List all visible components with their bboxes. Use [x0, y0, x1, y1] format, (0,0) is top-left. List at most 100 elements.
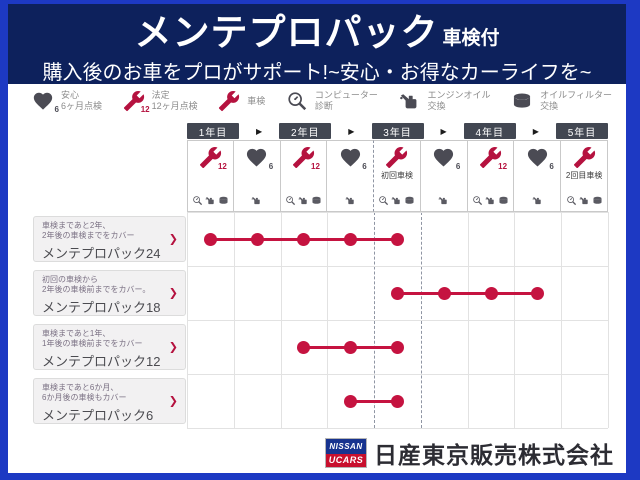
chevron-right-icon: ❯: [168, 341, 178, 354]
grid-hline: [187, 212, 608, 213]
coverage-line: [397, 291, 538, 295]
coverage-dot: [484, 286, 498, 300]
timeline-column-header: 12: [187, 140, 234, 212]
included-service-icons: [472, 195, 509, 206]
plan-name: メンテプロパック18: [42, 299, 161, 315]
oilcan-icon: [205, 195, 216, 206]
plan-description: 車検まであと2年、: [42, 221, 111, 230]
plan-card[interactable]: 車検まであと6か月、 6か月後の車検もカバーメンテプロパック6 ❯: [33, 378, 186, 424]
year-label: 1年目: [187, 123, 239, 139]
plan-description: 6か月後の車検もカバー: [42, 393, 127, 403]
wrench-icon: 12: [479, 146, 507, 171]
included-service-icons: [285, 195, 322, 206]
plan-description: 車検まであと6か月、: [42, 383, 119, 392]
legend-item: 6 安心 6ヶ月点検: [32, 90, 103, 114]
plan-name: メンテプロパック24: [42, 245, 161, 261]
legend-item-label: 車検: [247, 95, 266, 106]
header-banner: メンテプロパック 車検付 購入後のお車をプロがサポート!~安心・お得なカーライフ…: [8, 4, 626, 84]
coverage-row: [187, 266, 608, 320]
coverage-dot: [297, 340, 311, 354]
year-arrow-icon: ▶: [256, 126, 263, 136]
coverage-dot: [344, 340, 358, 354]
wrench-icon: [385, 146, 408, 169]
year-label: 2年目: [279, 123, 332, 139]
icon-badge: 12: [217, 162, 227, 171]
filter-icon: [218, 195, 229, 206]
legend-item: 12 法定 12ヶ月点検: [123, 90, 198, 114]
grid-hline: [187, 374, 608, 375]
legend-item-label: エンジンオイル 交換: [427, 90, 491, 112]
year-arrow-icon: ▶: [532, 126, 539, 136]
oilcan-icon: [298, 195, 309, 206]
filter-icon: [404, 195, 415, 206]
coverage-dot: [250, 232, 264, 246]
diagnosis-icon: [566, 195, 577, 206]
icon-badge: 6: [549, 162, 554, 171]
column-header-row: 12 6 12 6 初回車検 6 12 6 2回目車検: [187, 140, 608, 212]
plan-name: メンテプロパック12: [42, 353, 161, 369]
diagnosis-icon: [286, 90, 308, 112]
coverage-dot: [344, 394, 358, 408]
timeline-column-header: 6: [513, 140, 562, 212]
oilcan-icon: [579, 195, 590, 206]
heart-icon: 6: [432, 146, 460, 171]
chevron-right-icon: ❯: [168, 395, 178, 408]
plan-card[interactable]: 車検まであと2年、 2年後の車検までをカバーメンテプロパック24 ❯: [33, 216, 186, 262]
plan-description: 1年後の車検前までをカバー: [42, 339, 143, 349]
coverage-dot: [203, 232, 217, 246]
plan-card[interactable]: 初回の車検から 2年後の車検前までをカバー。 メンテプロパック18 ❯: [33, 270, 186, 316]
oilcan-icon: [438, 195, 449, 206]
wrench-icon: [218, 90, 240, 112]
inspection-label: 初回車検: [380, 171, 413, 180]
wrench-icon: 12: [199, 146, 227, 171]
service-legend: 6 安心 6ヶ月点検 12 法定 12ヶ月点検 車検 コンピューター 診断 エンジンオイル 交換 オイ…: [32, 90, 612, 114]
wrench-icon: 12: [123, 90, 150, 114]
filter-icon: [498, 195, 509, 206]
heart-icon: 6: [32, 90, 59, 114]
chevron-right-icon: ❯: [168, 233, 178, 246]
legend-item-label: コンピューター 診断: [314, 90, 378, 112]
plan-description: 2年後の車検前までをカバー。: [42, 285, 151, 295]
filter-icon: [592, 195, 603, 206]
header-subtitle: 購入後のお車をプロがサポート!~安心・お得なカーライフを~: [42, 62, 592, 84]
oilcan-icon: [532, 195, 543, 206]
plan-description: 2年後の車検までをカバー: [42, 231, 135, 241]
legend-item: 車検: [218, 90, 265, 113]
oilcan-icon: [391, 195, 402, 206]
nissan-logo-text: NISSAN: [326, 439, 366, 454]
plan-name: メンテプロパック6: [42, 407, 154, 423]
coverage-line: [350, 399, 398, 403]
timeline-column-header: 12: [279, 140, 328, 212]
year-arrow-icon: ▶: [440, 126, 447, 136]
coverage-grid: [187, 212, 609, 429]
diagnosis-icon: [285, 195, 296, 206]
coverage-row: [187, 320, 608, 374]
nissan-ucars-logo: NISSAN UCARS: [325, 438, 367, 468]
oilcan-icon: [399, 90, 421, 112]
year-label: 3年目: [371, 123, 424, 139]
heart-icon: 6: [245, 146, 273, 171]
legend-item-label: 安心 6ヶ月点検: [61, 90, 103, 112]
timeline-column-header: 2回目車検: [560, 140, 608, 212]
plan-description: 車検まであと1年、: [42, 329, 111, 338]
diagnosis-icon: [192, 195, 203, 206]
icon-badge: 6: [268, 162, 274, 171]
coverage-dot: [297, 232, 311, 246]
year-label: 5年目: [556, 123, 608, 139]
footer: NISSAN UCARS 日産東京販売株式会社: [325, 436, 614, 470]
legend-item: エンジンオイル 交換: [399, 90, 491, 113]
coverage-dot: [344, 232, 358, 246]
diagnosis-icon: [378, 195, 389, 206]
icon-badge: 12: [311, 162, 320, 171]
coverage-dot: [391, 232, 404, 246]
header-title-row: メンテプロパック 車検付: [8, 4, 626, 54]
inspection-label: 2回目車検: [565, 171, 603, 180]
icon-badge: 6: [455, 162, 461, 171]
coverage-dot: [391, 394, 404, 408]
included-service-icons: [566, 195, 603, 206]
filter-icon: [311, 195, 322, 206]
included-service-icons: [192, 195, 229, 206]
plan-card[interactable]: 車検まであと1年、 1年後の車検前までをカバーメンテプロパック12 ❯: [33, 324, 186, 370]
plan-description: 初回の車検から: [42, 275, 98, 284]
